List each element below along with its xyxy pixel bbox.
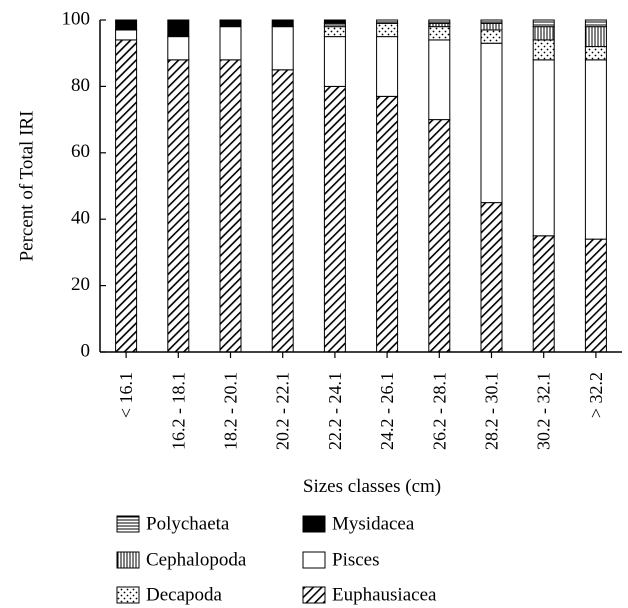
- legend: Polychaeta Mysidacea Cephalopoda Pisces Deca…: [116, 513, 437, 605]
- bar-segment-mysidacea-4: [271, 19, 294, 28]
- y-tick-label: 0: [81, 340, 91, 361]
- x-tick-label: 30.2 - 32.1: [534, 372, 554, 450]
- bars-layer: [115, 19, 607, 353]
- bar-segment-polychaeta-9: [532, 19, 555, 28]
- bar-segment-decapoda-10: [584, 46, 607, 61]
- x-tick-label: 24.2 - 26.1: [377, 372, 397, 450]
- x-tick-label: < 16.1: [116, 372, 136, 418]
- bar-segment-euphausiacea-7: [428, 119, 451, 353]
- bar-segment-decapoda-6: [376, 22, 399, 38]
- legend-swatch-mysidacea: [302, 515, 326, 533]
- bar-segment-pisces-3: [219, 26, 242, 61]
- legend-swatch-polychaeta: [116, 515, 140, 533]
- x-tick-label: > 32.2: [586, 372, 606, 418]
- legend-label-euphausiacea: Euphausiacea: [332, 584, 437, 605]
- bar-segment-decapoda-7: [428, 26, 451, 41]
- bar-segment-euphausiacea-2: [167, 59, 190, 353]
- y-ticks-layer: 0 20 40 60 80 100: [62, 8, 106, 361]
- legend-swatch-euphausiacea: [302, 586, 326, 604]
- legend-swatch-cephalopoda: [116, 551, 140, 569]
- bar-segment-euphausiacea-8: [480, 202, 503, 353]
- bar-segment-pisces-8: [480, 42, 503, 204]
- bar-segment-euphausiacea-9: [532, 235, 555, 353]
- bar-segment-cephalopoda-10: [584, 26, 607, 48]
- legend-swatch-decapoda: [116, 586, 140, 604]
- x-ticks-layer: < 16.1 16.2 - 18.1 18.2 - 20.1 20.2 - 22.1 2…: [116, 352, 606, 450]
- legend-label-polychaeta: Polychaeta: [146, 513, 230, 534]
- y-tick-label: 20: [71, 274, 90, 295]
- legend-label-pisces: Pisces: [332, 549, 380, 570]
- bar-segment-polychaeta-8: [480, 19, 503, 24]
- bar-segment-mysidacea-3: [219, 19, 242, 28]
- bar-segment-pisces-1: [115, 29, 138, 41]
- legend-label-mysidacea: Mysidacea: [332, 513, 415, 534]
- bar-segment-pisces-5: [323, 36, 346, 87]
- bar-segment-pisces-4: [271, 26, 294, 71]
- x-tick-label: 20.2 - 22.1: [273, 372, 293, 450]
- bar-segment-euphausiacea-3: [219, 59, 242, 353]
- x-tick-label: 16.2 - 18.1: [168, 372, 188, 450]
- bar-segment-euphausiacea-10: [584, 238, 607, 353]
- y-tick-label: 60: [71, 141, 90, 162]
- bar-segment-pisces-6: [376, 36, 399, 97]
- bar-segment-decapoda-8: [480, 29, 503, 44]
- bar-segment-pisces-2: [167, 36, 190, 61]
- bar-segment-pisces-9: [532, 59, 555, 237]
- x-tick-label: 28.2 - 30.1: [482, 372, 502, 450]
- legend-label-decapoda: Decapoda: [146, 584, 223, 605]
- y-axis-label: Percent of Total IRI: [16, 111, 37, 262]
- bar-segment-euphausiacea-1: [115, 39, 138, 353]
- legend-label-cephalopoda: Cephalopoda: [146, 549, 247, 570]
- bar-segment-polychaeta-10: [584, 19, 607, 28]
- bar-segment-mysidacea-2: [167, 19, 190, 38]
- bar-segment-pisces-7: [428, 39, 451, 121]
- bar-segment-polychaeta-7: [428, 19, 451, 24]
- axes-layer: [99, 20, 622, 353]
- bar-segment-cephalopoda-9: [532, 26, 555, 41]
- y-tick-label: 100: [62, 8, 91, 29]
- bar-segment-pisces-10: [584, 59, 607, 240]
- bar-segment-euphausiacea-5: [323, 85, 346, 353]
- bar-segment-euphausiacea-4: [271, 69, 294, 353]
- bar-segment-mysidacea-5: [323, 19, 346, 24]
- x-tick-label: 26.2 - 28.1: [429, 372, 449, 450]
- y-tick-label: 80: [71, 75, 90, 96]
- bar-segment-polychaeta-6: [376, 19, 399, 24]
- bar-segment-euphausiacea-6: [376, 95, 399, 353]
- bar-segment-decapoda-5: [323, 26, 346, 38]
- bar-segment-mysidacea-1: [115, 19, 138, 31]
- legend-swatch-pisces: [302, 551, 326, 569]
- x-tick-label: 18.2 - 20.1: [221, 372, 241, 450]
- x-axis-label: Sizes classes (cm): [303, 476, 441, 497]
- y-tick-label: 40: [71, 208, 90, 229]
- bar-segment-cephalopoda-8: [480, 22, 503, 31]
- bar-segment-decapoda-9: [532, 39, 555, 61]
- x-tick-label: 22.2 - 24.1: [325, 372, 345, 450]
